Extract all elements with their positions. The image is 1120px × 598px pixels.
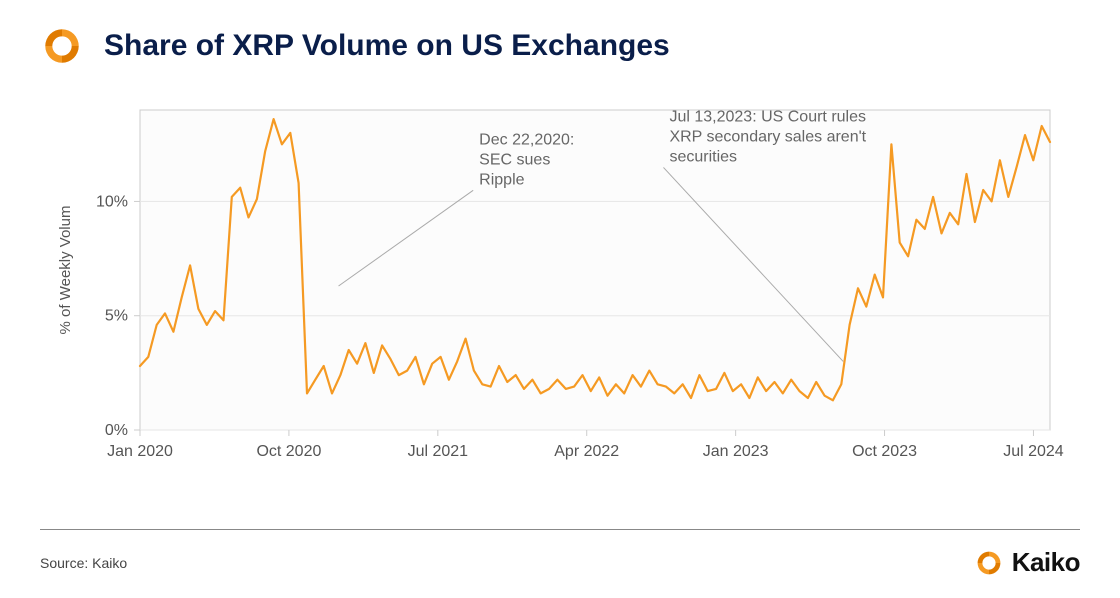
svg-text:SEC sues: SEC sues [479,151,550,168]
svg-text:Jan 2020: Jan 2020 [107,443,173,460]
line-chart: 0% 5% 10% Jan 2020 Oct 2020 Jul 2021 Apr 2022 J… [50,100,1070,480]
svg-text:5%: 5% [105,308,128,325]
svg-text:10%: 10% [96,193,128,210]
kaiko-logo-icon [974,548,1004,578]
svg-text:% of Weekly Volum: % of Weekly Volum [57,206,74,335]
svg-text:securities: securities [669,148,737,165]
kaiko-logo-icon [40,24,84,68]
svg-text:Jul 13,2023: US Court rules: Jul 13,2023: US Court rules [669,108,866,125]
svg-text:Jul 2021: Jul 2021 [408,443,469,460]
page-title: Share of XRP Volume on US Exchanges [104,29,670,63]
svg-text:Jan 2023: Jan 2023 [703,443,769,460]
svg-text:0%: 0% [105,422,128,439]
svg-text:Oct 2023: Oct 2023 [852,443,917,460]
svg-text:XRP secondary sales aren't: XRP secondary sales aren't [669,128,866,145]
header: Share of XRP Volume on US Exchanges [0,0,1120,78]
svg-text:Jul 2024: Jul 2024 [1003,443,1064,460]
brand: Kaiko [974,547,1080,578]
svg-text:Oct 2020: Oct 2020 [256,443,321,460]
footer-divider [40,529,1080,530]
footer: Source: Kaiko Kaiko [0,547,1120,578]
svg-text:Apr 2022: Apr 2022 [554,443,619,460]
brand-text: Kaiko [1012,547,1080,578]
source-text: Source: Kaiko [40,555,127,571]
svg-text:Ripple: Ripple [479,171,524,188]
svg-text:Dec 22,2020:: Dec 22,2020: [479,131,574,148]
